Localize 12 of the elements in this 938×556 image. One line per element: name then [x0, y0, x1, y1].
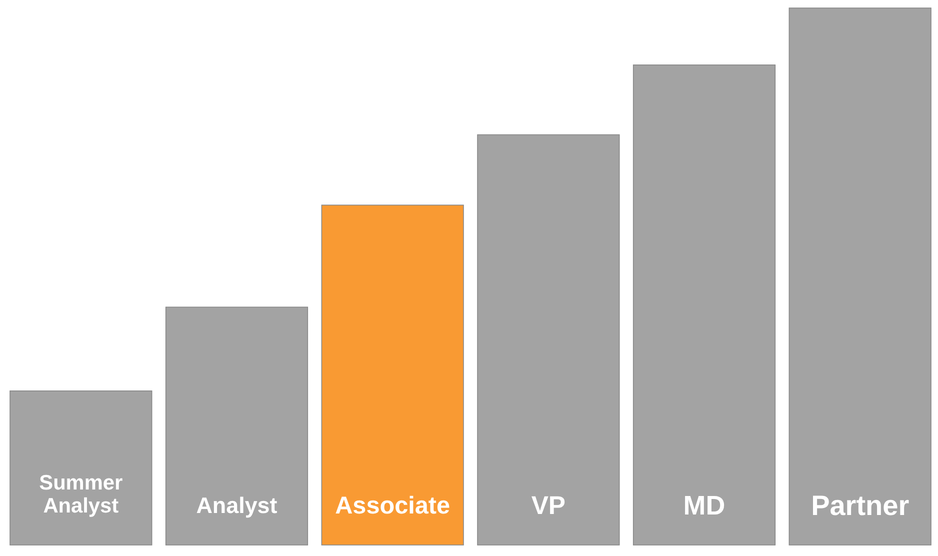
- bar: [10, 390, 152, 546]
- x-tick-label: Summer Analyst: [39, 471, 123, 518]
- x-tick-label: Partner: [811, 490, 910, 521]
- x-tick-label: VP: [531, 492, 566, 520]
- bar: [321, 204, 464, 546]
- bar: [165, 306, 308, 546]
- x-tick-label: MD: [683, 490, 726, 520]
- bar: [632, 64, 776, 546]
- x-tick-label: Analyst: [196, 492, 278, 518]
- bar: [788, 8, 932, 546]
- bar: [477, 134, 620, 546]
- x-tick-label: Associate: [335, 492, 450, 520]
